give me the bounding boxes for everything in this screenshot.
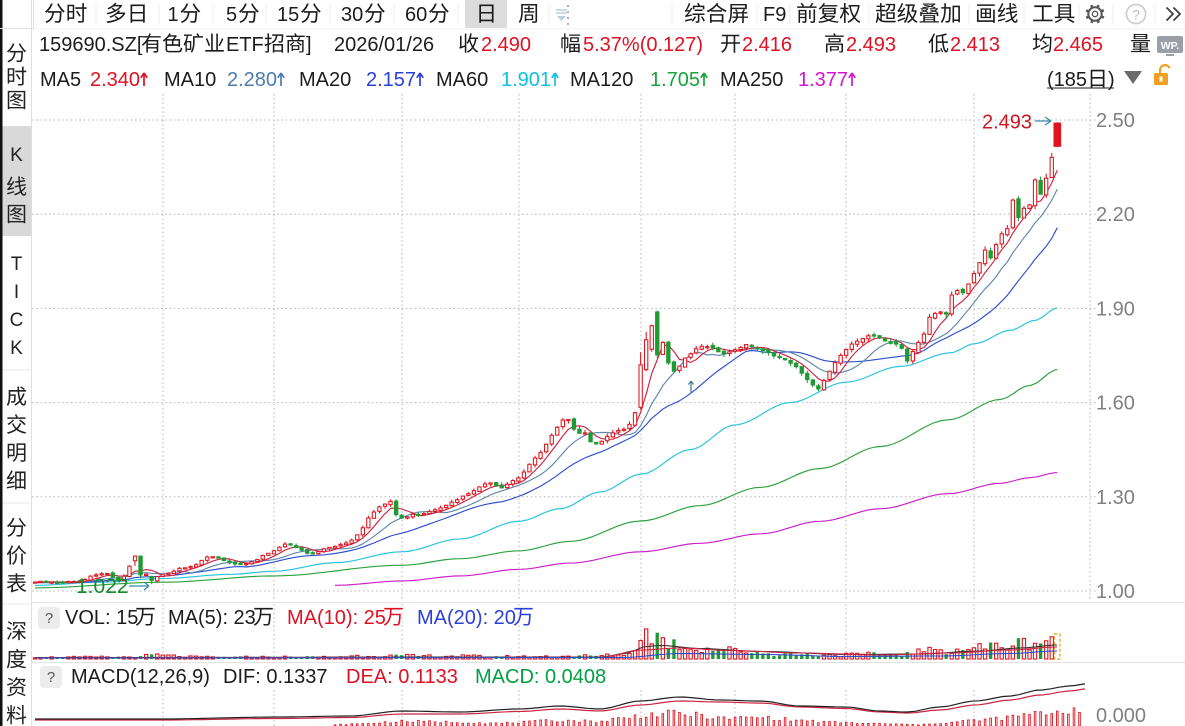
- svg-text:2.465: 2.465: [1053, 34, 1103, 56]
- svg-text:I: I: [14, 282, 19, 303]
- svg-text:2026/01/26: 2026/01/26: [334, 34, 434, 56]
- svg-text:1.30: 1.30: [1096, 487, 1135, 509]
- svg-text:MA10: MA10: [164, 69, 216, 91]
- svg-text:MACD: 0.0408: MACD: 0.0408: [475, 666, 606, 688]
- svg-text:60: 60: [405, 4, 427, 26]
- svg-text:DIF: 0.1337: DIF: 0.1337: [223, 666, 328, 688]
- svg-text:2.413: 2.413: [950, 34, 1000, 56]
- svg-text:30: 30: [341, 4, 363, 26]
- svg-text:MA250: MA250: [720, 69, 783, 91]
- svg-text:1.00: 1.00: [1096, 581, 1135, 603]
- svg-text:5.37%(0.127): 5.37%(0.127): [583, 34, 703, 56]
- svg-text:MA(5): 23: MA(5): 23: [168, 607, 256, 629]
- svg-text:MA120: MA120: [570, 69, 633, 91]
- svg-text:1.022: 1.022: [76, 575, 129, 598]
- svg-text:2.340: 2.340: [90, 69, 140, 91]
- svg-text:T: T: [11, 254, 23, 275]
- svg-text:MA5: MA5: [40, 69, 81, 91]
- svg-text:): ): [1108, 69, 1115, 91]
- svg-text:VOL: 15: VOL: 15: [65, 607, 138, 629]
- svg-text:]: ]: [306, 34, 312, 56]
- svg-text:K: K: [10, 145, 23, 166]
- svg-text:1: 1: [168, 4, 179, 26]
- svg-text:2.490: 2.490: [481, 34, 531, 56]
- svg-text:?: ?: [45, 610, 53, 627]
- svg-text:MA(10): 25: MA(10): 25: [287, 607, 386, 629]
- svg-text:MA20: MA20: [299, 69, 351, 91]
- svg-text:ETF: ETF: [226, 34, 264, 56]
- svg-text:?: ?: [47, 669, 55, 686]
- svg-text:1.377: 1.377: [798, 69, 848, 91]
- svg-text:C: C: [10, 310, 24, 331]
- svg-text:2.416: 2.416: [742, 34, 792, 56]
- svg-text:MA(20): 20: MA(20): 20: [417, 607, 516, 629]
- svg-text:2.280: 2.280: [227, 69, 277, 91]
- svg-text:WP.: WP.: [1161, 40, 1180, 52]
- svg-text:1.901: 1.901: [501, 69, 551, 91]
- svg-text:1.60: 1.60: [1096, 393, 1135, 415]
- svg-text:?: ?: [1132, 7, 1140, 23]
- svg-text:DEA: 0.1133: DEA: 0.1133: [346, 666, 458, 688]
- svg-text:2.493: 2.493: [846, 34, 896, 56]
- svg-text:5: 5: [226, 4, 237, 26]
- svg-text:K: K: [10, 338, 23, 359]
- svg-text:159690.SZ[: 159690.SZ[: [39, 34, 143, 56]
- svg-text:(185: (185: [1047, 69, 1087, 91]
- svg-text:2.20: 2.20: [1096, 204, 1135, 226]
- svg-text:15: 15: [277, 4, 299, 26]
- svg-text:1.705: 1.705: [650, 69, 700, 91]
- svg-text:2.493: 2.493: [982, 112, 1032, 134]
- svg-text:F9: F9: [763, 4, 786, 26]
- svg-text:2.50: 2.50: [1096, 110, 1135, 132]
- svg-text:0.000: 0.000: [1096, 705, 1146, 726]
- svg-text:1.90: 1.90: [1096, 298, 1135, 320]
- svg-text:MACD(12,26,9): MACD(12,26,9): [71, 666, 210, 688]
- svg-text:2.157: 2.157: [366, 69, 416, 91]
- svg-text:MA60: MA60: [436, 69, 488, 91]
